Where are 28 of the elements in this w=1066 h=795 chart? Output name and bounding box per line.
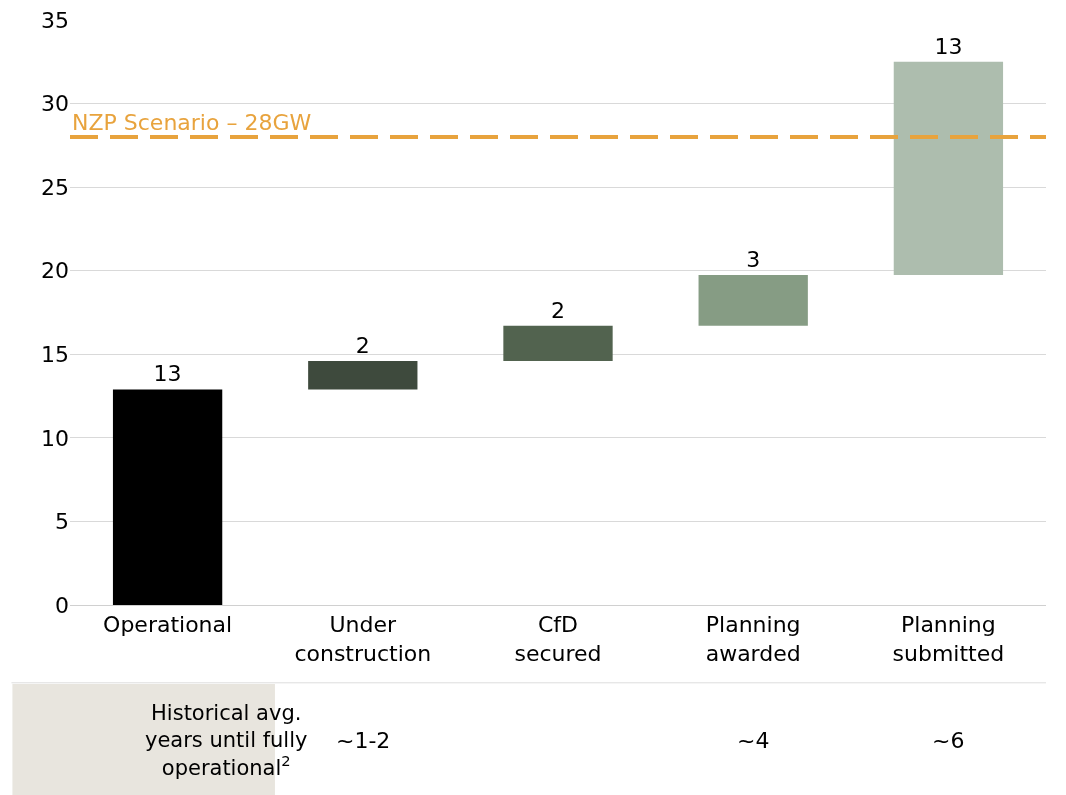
y-tick-label: 0 — [55, 592, 69, 618]
data-label: 2 — [551, 297, 565, 323]
x-tick-label: Under construction — [294, 612, 432, 666]
bar — [112, 389, 223, 605]
data-label: 13 — [934, 33, 963, 59]
text: ~6 — [932, 728, 965, 753]
y-tick-label: 15 — [41, 341, 69, 367]
x-tick-label: Operational — [103, 612, 233, 638]
y-tick-label: 25 — [41, 174, 69, 200]
y-tick-label: 5 — [55, 509, 69, 535]
bar — [698, 274, 808, 326]
ref-line-label: NZP Scenario – 28GW — [72, 110, 312, 135]
bar — [893, 61, 1004, 275]
x-tick-label: Planning awarded — [705, 612, 801, 666]
y-tick-label: 30 — [41, 91, 69, 117]
data-label: 13 — [153, 361, 182, 387]
bar — [308, 360, 418, 390]
data-label: 2 — [355, 332, 370, 358]
y-tick-label: 35 — [41, 7, 69, 33]
text: Historical avg. years until fully operational$^{2}$ — [145, 701, 308, 780]
y-tick-label: 10 — [41, 425, 69, 451]
data-label: 3 — [746, 246, 761, 272]
text: ~4 — [737, 728, 770, 753]
x-tick-label: Planning submitted — [892, 612, 1005, 666]
bar — [503, 325, 613, 361]
x-tick-label: CfD secured — [514, 612, 602, 666]
y-tick-label: 20 — [41, 258, 69, 284]
text: ~1-2 — [336, 728, 391, 753]
